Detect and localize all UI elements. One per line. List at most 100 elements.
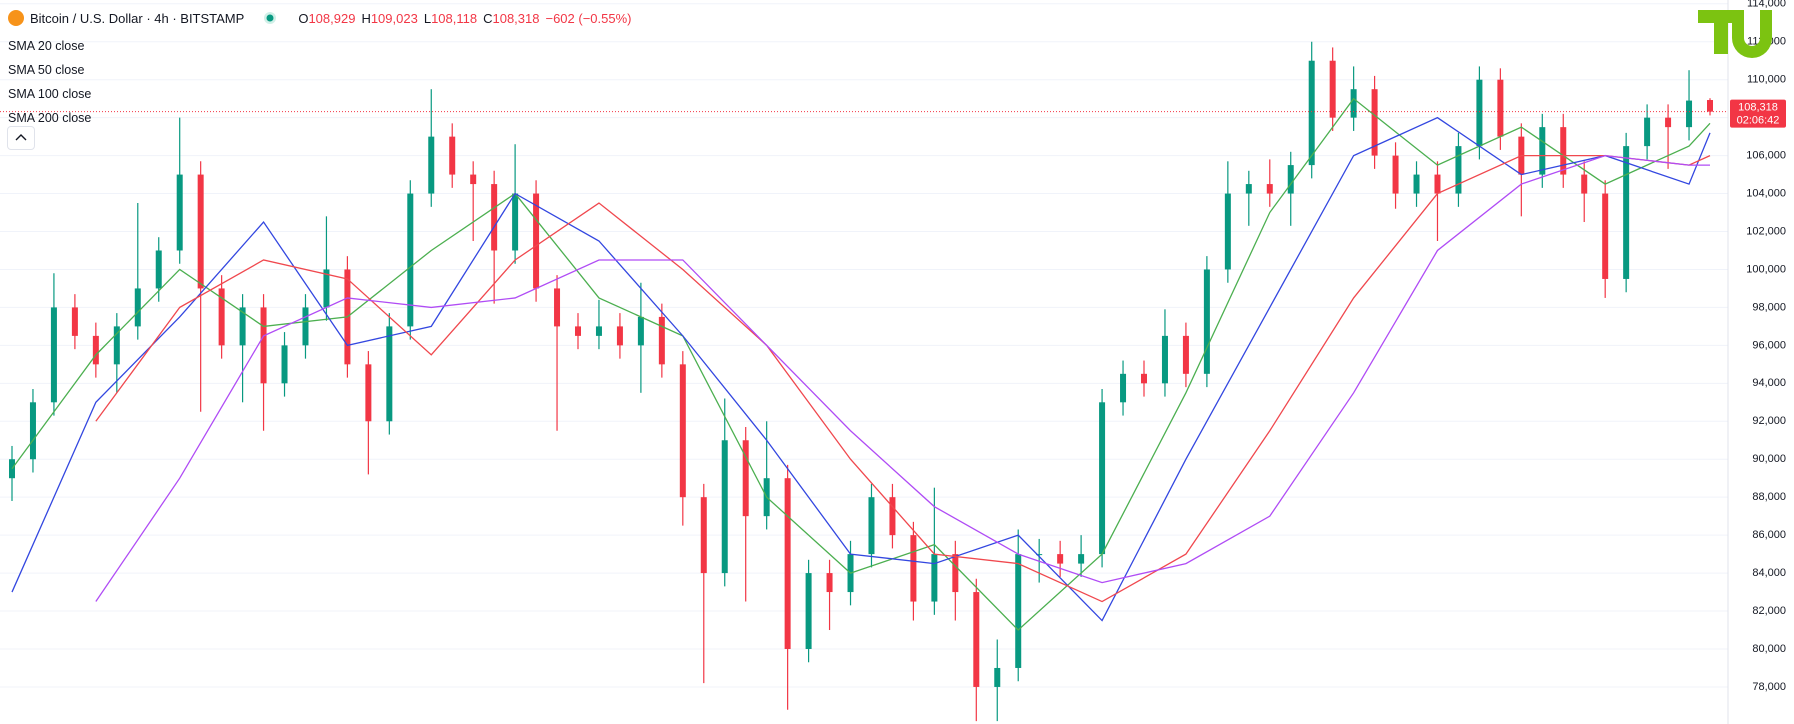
logo-part bbox=[1732, 10, 1772, 58]
candle-body bbox=[1665, 117, 1672, 128]
ohlc-key: O bbox=[298, 10, 309, 26]
ohlc-value: 108,929 bbox=[308, 10, 356, 26]
logo-part bbox=[1714, 10, 1728, 54]
candle-body bbox=[1476, 79, 1483, 147]
candle-body bbox=[721, 440, 728, 574]
candle-body bbox=[239, 307, 246, 346]
candle-body bbox=[658, 316, 665, 365]
candle-body bbox=[533, 193, 540, 289]
candle-body bbox=[155, 250, 162, 289]
candle-body bbox=[931, 554, 938, 602]
candle-body bbox=[197, 174, 204, 289]
candle-body bbox=[1057, 554, 1064, 564]
candle-body bbox=[386, 326, 393, 422]
y-tick-label: 88,000 bbox=[1752, 491, 1786, 503]
candle-body bbox=[302, 307, 309, 346]
ohlc-value: 108,118 bbox=[431, 10, 478, 26]
candle-body bbox=[1224, 193, 1231, 270]
symbol: Bitcoin / U.S. Dollar · 4h · BITSTAMP bbox=[30, 10, 245, 26]
candle-body bbox=[1287, 165, 1294, 194]
candle-body bbox=[470, 174, 477, 185]
sma-line bbox=[11, 97, 1711, 631]
candle-body bbox=[637, 316, 644, 346]
y-tick-label: 104,000 bbox=[1746, 187, 1786, 199]
candle-body bbox=[1707, 100, 1713, 112]
collapse-button[interactable] bbox=[7, 126, 35, 150]
y-tick-label: 80,000 bbox=[1752, 643, 1786, 655]
candle-body bbox=[973, 592, 980, 687]
candle-body bbox=[805, 573, 812, 649]
candle-body bbox=[1413, 174, 1420, 194]
candle-body bbox=[1497, 79, 1504, 137]
status-dot bbox=[266, 14, 274, 22]
candle-body bbox=[1015, 554, 1022, 668]
candle-body bbox=[1644, 117, 1651, 147]
y-tick-label: 90,000 bbox=[1752, 453, 1786, 465]
candle-body bbox=[868, 497, 875, 555]
candle-body bbox=[595, 326, 602, 336]
candle-body bbox=[952, 554, 959, 593]
y-tick-label: 92,000 bbox=[1752, 415, 1786, 427]
ohlc-value: 109,023 bbox=[370, 10, 418, 26]
candle-body bbox=[1182, 335, 1189, 374]
candle-body bbox=[1266, 184, 1273, 194]
candle-body bbox=[575, 326, 581, 336]
y-tick-label: 106,000 bbox=[1746, 150, 1786, 162]
ohlc-key: L bbox=[423, 10, 432, 26]
price-axis: 78,000 80,000 82,000 84,000 86,000 88,000 90,0… bbox=[1727, 0, 1786, 724]
candle-body bbox=[512, 193, 519, 251]
status-icon bbox=[264, 12, 277, 24]
candle-body bbox=[323, 269, 330, 308]
candle-body bbox=[1686, 100, 1693, 128]
candle-body bbox=[1329, 60, 1336, 118]
price-tag-label: 108,318 bbox=[1738, 102, 1778, 114]
coin-circle bbox=[8, 10, 24, 26]
symbol-header: Bitcoin / U.S. Dollar · 4h · BITSTAMP O1… bbox=[8, 10, 632, 26]
y-tick-label: 82,000 bbox=[1752, 605, 1786, 617]
chevron bbox=[15, 134, 27, 141]
candle-body bbox=[1036, 554, 1043, 556]
candle-body bbox=[1350, 89, 1357, 118]
candle-body bbox=[71, 307, 78, 336]
candle-body bbox=[1245, 184, 1252, 194]
candle-body bbox=[1434, 174, 1441, 194]
candle-body bbox=[449, 136, 456, 175]
candle-body bbox=[1099, 402, 1106, 555]
candle-body bbox=[700, 497, 707, 574]
candle-body bbox=[616, 326, 623, 346]
candle-body bbox=[910, 535, 917, 602]
sma-line bbox=[95, 154, 1711, 603]
chevron-path bbox=[15, 134, 27, 141]
candle-body bbox=[113, 326, 120, 365]
candle-body bbox=[1539, 127, 1546, 175]
candle-body bbox=[826, 573, 833, 593]
candle-body bbox=[1560, 127, 1567, 175]
y-tick-label: 78,000 bbox=[1752, 681, 1786, 693]
logo bbox=[1698, 10, 1772, 58]
candle-body bbox=[134, 288, 141, 327]
sma-line bbox=[11, 116, 1711, 622]
candle-body bbox=[1602, 193, 1609, 279]
candle-body bbox=[281, 345, 288, 384]
ohlc-value: 108,318 bbox=[492, 10, 540, 26]
candle-body bbox=[1371, 89, 1378, 156]
y-tick-label: 114,000 bbox=[1747, 0, 1786, 10]
y-tick-label: 102,000 bbox=[1746, 225, 1786, 237]
grid bbox=[0, 3, 1728, 688]
y-tick-label: 110,000 bbox=[1747, 74, 1786, 86]
y-tick-label: 100,000 bbox=[1746, 263, 1786, 275]
y-tick-label: 84,000 bbox=[1752, 567, 1786, 579]
countdown: 02:06:42 bbox=[1737, 115, 1780, 127]
coin-icon bbox=[8, 10, 24, 26]
candle-body bbox=[1161, 335, 1168, 384]
candle-body bbox=[1120, 373, 1127, 403]
candle-body bbox=[218, 288, 225, 346]
candle-body bbox=[260, 307, 267, 384]
legend-entry: SMA 200 close bbox=[8, 111, 92, 125]
candle-body bbox=[1581, 174, 1588, 194]
candle-body bbox=[50, 307, 57, 403]
indicator-legend: SMA 20 close SMA 50 close SMA 100 close SMA… bbox=[8, 34, 91, 130]
candle-body bbox=[1141, 373, 1147, 384]
